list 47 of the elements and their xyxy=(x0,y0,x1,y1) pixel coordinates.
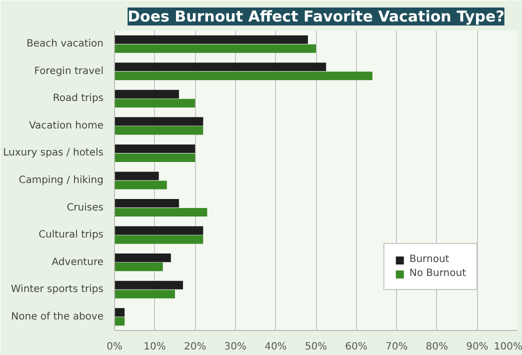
bar xyxy=(114,254,171,262)
y-tick-label: Foregin travel xyxy=(34,66,104,77)
legend-label: Burnout xyxy=(409,254,450,265)
x-tick-label: 90% xyxy=(466,342,488,352)
bar xyxy=(114,117,204,126)
bar xyxy=(114,308,125,317)
x-tick-label: 40% xyxy=(264,342,287,352)
y-tick-label: Road trips xyxy=(52,93,104,104)
bar xyxy=(114,153,196,162)
bar xyxy=(114,262,163,272)
bar xyxy=(114,226,204,235)
y-tick-label: Camping / hiking xyxy=(18,175,104,186)
bar xyxy=(114,126,204,135)
y-tick-label: Beach vacation xyxy=(26,38,104,50)
bar xyxy=(114,72,372,80)
x-tick-label: 70% xyxy=(385,342,408,352)
bar xyxy=(114,35,308,44)
y-tick-label: None of the above xyxy=(11,311,104,322)
y-tick-label: Vacation home xyxy=(29,120,104,132)
x-tick-label: 60% xyxy=(345,342,368,352)
bar xyxy=(114,62,326,72)
bar xyxy=(114,172,159,180)
x-tick-label: 100% xyxy=(494,342,522,352)
x-tick-label: 10% xyxy=(144,342,166,352)
bar xyxy=(114,235,204,244)
bar xyxy=(114,280,184,290)
bar xyxy=(114,208,208,217)
bar xyxy=(114,98,196,108)
bar xyxy=(114,144,196,153)
y-tick-label: Adventure xyxy=(52,256,104,268)
bar xyxy=(114,44,316,53)
bar xyxy=(114,180,167,190)
bar xyxy=(114,199,179,208)
x-tick-label: 20% xyxy=(184,342,206,352)
x-tick-label: 0% xyxy=(106,342,122,352)
x-tick-label: 80% xyxy=(426,342,448,352)
x-tick-label: 50% xyxy=(304,342,328,352)
y-tick-label: Winter sports trips xyxy=(10,284,104,296)
bar xyxy=(114,290,175,298)
y-tick-label: Cruises xyxy=(66,202,104,214)
y-tick-label: Luxury spas / hotels xyxy=(3,148,104,159)
chart-title: Does Burnout Affect Favorite Vacation Type? xyxy=(128,8,504,26)
bar xyxy=(114,317,125,326)
legend-label: No Burnout xyxy=(409,268,466,279)
y-tick-label: Cultural trips xyxy=(38,230,104,241)
bar xyxy=(114,90,179,98)
x-tick-label: 30% xyxy=(224,342,247,352)
